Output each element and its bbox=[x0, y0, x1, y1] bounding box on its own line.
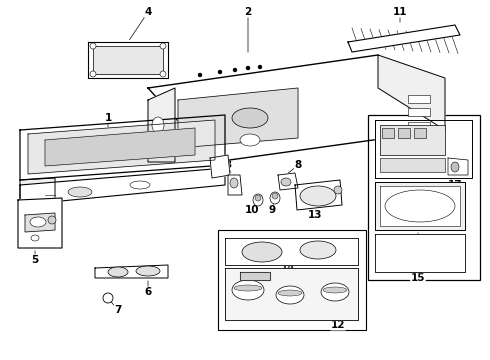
Ellipse shape bbox=[103, 293, 113, 303]
Polygon shape bbox=[25, 213, 55, 232]
Ellipse shape bbox=[281, 178, 291, 186]
Polygon shape bbox=[240, 272, 270, 280]
Bar bbox=[408, 108, 430, 116]
Ellipse shape bbox=[198, 73, 202, 77]
Polygon shape bbox=[95, 265, 168, 278]
Ellipse shape bbox=[160, 43, 166, 49]
Ellipse shape bbox=[232, 108, 268, 128]
Text: 4: 4 bbox=[145, 7, 152, 17]
Text: 11: 11 bbox=[393, 7, 407, 17]
Polygon shape bbox=[278, 173, 298, 190]
Ellipse shape bbox=[152, 117, 164, 133]
Ellipse shape bbox=[48, 216, 56, 224]
Bar bbox=[408, 122, 430, 130]
Bar bbox=[380, 158, 445, 172]
Ellipse shape bbox=[242, 242, 282, 262]
Ellipse shape bbox=[270, 192, 280, 204]
Bar bbox=[218, 230, 366, 330]
Ellipse shape bbox=[451, 162, 459, 172]
Ellipse shape bbox=[230, 178, 238, 188]
Ellipse shape bbox=[323, 287, 347, 293]
Text: 6: 6 bbox=[145, 287, 151, 297]
Polygon shape bbox=[225, 238, 358, 265]
Polygon shape bbox=[20, 178, 55, 205]
Ellipse shape bbox=[334, 186, 342, 194]
Ellipse shape bbox=[321, 283, 349, 301]
Polygon shape bbox=[178, 88, 298, 148]
Text: 17: 17 bbox=[448, 180, 462, 190]
Polygon shape bbox=[18, 198, 62, 248]
Polygon shape bbox=[88, 42, 168, 78]
Ellipse shape bbox=[278, 290, 302, 296]
Bar bbox=[368, 115, 480, 280]
Bar bbox=[408, 135, 430, 143]
Polygon shape bbox=[295, 180, 342, 210]
Ellipse shape bbox=[240, 134, 260, 146]
Polygon shape bbox=[93, 46, 163, 74]
Polygon shape bbox=[20, 115, 225, 180]
Bar bbox=[398, 128, 410, 138]
Text: 8: 8 bbox=[294, 160, 302, 170]
Ellipse shape bbox=[300, 241, 336, 259]
Text: 13: 13 bbox=[308, 210, 322, 220]
Ellipse shape bbox=[90, 43, 96, 49]
Polygon shape bbox=[225, 268, 358, 320]
Polygon shape bbox=[380, 186, 460, 226]
Polygon shape bbox=[375, 120, 472, 178]
Polygon shape bbox=[378, 55, 445, 130]
Text: 16: 16 bbox=[411, 253, 425, 263]
Ellipse shape bbox=[108, 267, 128, 277]
Polygon shape bbox=[20, 168, 225, 205]
Bar bbox=[382, 128, 394, 138]
Bar bbox=[380, 125, 445, 155]
Text: 10: 10 bbox=[245, 205, 259, 215]
Ellipse shape bbox=[255, 195, 261, 201]
Ellipse shape bbox=[90, 71, 96, 77]
Ellipse shape bbox=[253, 194, 263, 206]
Polygon shape bbox=[448, 158, 468, 175]
Polygon shape bbox=[148, 55, 445, 162]
Ellipse shape bbox=[218, 70, 222, 74]
Text: 15: 15 bbox=[411, 273, 425, 283]
Ellipse shape bbox=[245, 274, 251, 280]
Polygon shape bbox=[375, 234, 465, 272]
Ellipse shape bbox=[160, 71, 166, 77]
Ellipse shape bbox=[233, 68, 237, 72]
Ellipse shape bbox=[258, 65, 262, 69]
Polygon shape bbox=[228, 175, 242, 195]
Bar bbox=[408, 95, 430, 103]
Polygon shape bbox=[210, 155, 230, 178]
Ellipse shape bbox=[385, 190, 455, 222]
Text: 2: 2 bbox=[245, 7, 252, 17]
Ellipse shape bbox=[130, 181, 150, 189]
Text: 14: 14 bbox=[281, 263, 295, 273]
Ellipse shape bbox=[276, 286, 304, 304]
Polygon shape bbox=[375, 182, 465, 230]
Text: 7: 7 bbox=[114, 305, 122, 315]
Polygon shape bbox=[28, 120, 215, 174]
Ellipse shape bbox=[246, 66, 250, 70]
Ellipse shape bbox=[30, 217, 46, 227]
Polygon shape bbox=[148, 88, 175, 162]
Text: 12: 12 bbox=[331, 320, 345, 330]
Ellipse shape bbox=[300, 186, 336, 206]
Polygon shape bbox=[348, 25, 460, 52]
Bar bbox=[414, 128, 426, 138]
Ellipse shape bbox=[232, 280, 264, 300]
Ellipse shape bbox=[68, 187, 92, 197]
Text: 9: 9 bbox=[269, 205, 275, 215]
Ellipse shape bbox=[31, 235, 39, 241]
Ellipse shape bbox=[272, 193, 278, 199]
Text: 3: 3 bbox=[224, 160, 232, 170]
Ellipse shape bbox=[234, 285, 262, 291]
Text: 1: 1 bbox=[104, 113, 112, 123]
Ellipse shape bbox=[136, 266, 160, 276]
Polygon shape bbox=[45, 128, 195, 166]
Text: 5: 5 bbox=[31, 255, 39, 265]
